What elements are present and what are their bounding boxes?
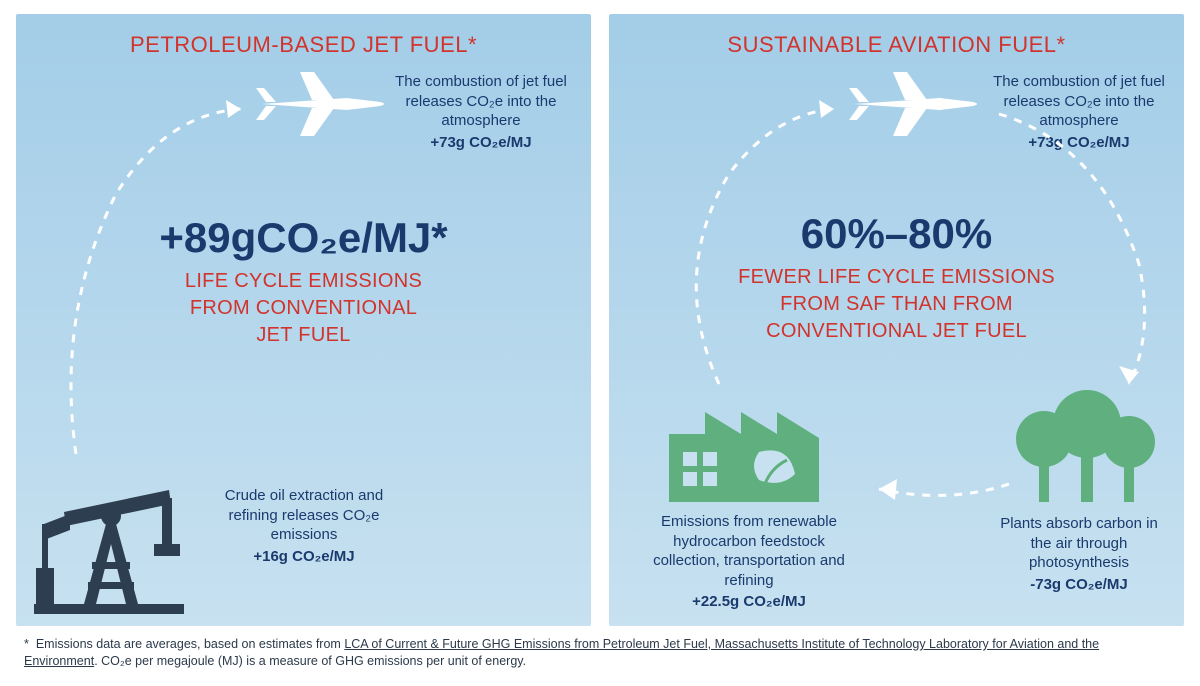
- footnote-asterisk: *: [24, 637, 29, 651]
- saf-panel: SUSTAINABLE AVIATION FUEL* The combustio…: [609, 14, 1184, 626]
- footnote-prefix: Emissions data are averages, based on es…: [36, 637, 344, 651]
- footnote: * Emissions data are averages, based on …: [16, 626, 1184, 670]
- cycle-arrows-right: [609, 14, 1184, 626]
- cycle-arrow-left: [16, 14, 591, 626]
- petroleum-panel: PETROLEUM-BASED JET FUEL* The combustion…: [16, 14, 591, 626]
- footnote-suffix: . CO₂e per megajoule (MJ) is a measure o…: [94, 654, 526, 668]
